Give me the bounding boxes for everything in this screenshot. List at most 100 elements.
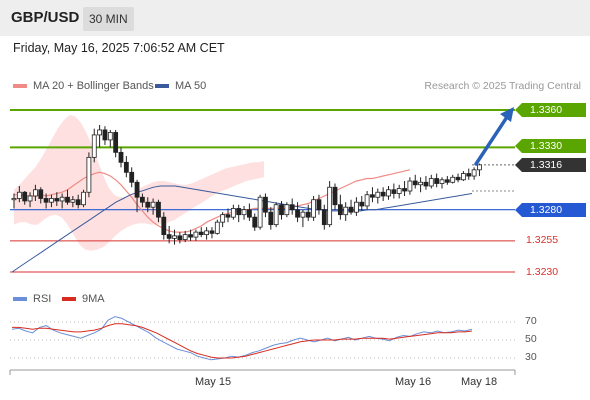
- candle: [97, 124, 102, 148]
- candle: [471, 167, 477, 180]
- candle-body: [123, 161, 129, 173]
- candle: [353, 197, 359, 216]
- candle-body: [11, 198, 17, 201]
- candle: [444, 176, 450, 185]
- candle-body: [204, 230, 210, 236]
- candle: [102, 126, 108, 145]
- candle: [407, 177, 413, 195]
- candle: [284, 202, 290, 218]
- candle: [145, 197, 151, 213]
- candle: [177, 232, 183, 244]
- candle: [359, 195, 365, 211]
- candle-body: [423, 181, 429, 187]
- legend-rsi-ma: 9MA: [62, 293, 105, 305]
- candle: [375, 188, 381, 204]
- candle: [450, 174, 456, 184]
- candle: [230, 204, 236, 220]
- candle-body: [22, 191, 28, 202]
- candle-body: [177, 235, 183, 241]
- candle: [289, 198, 295, 215]
- forecast-arrow-head: [500, 107, 514, 122]
- candle-body: [86, 156, 92, 193]
- candle: [343, 202, 349, 221]
- candle-body: [343, 206, 349, 216]
- candle-body: [412, 180, 418, 186]
- candle-body: [295, 209, 300, 218]
- candle-body: [359, 201, 365, 207]
- candles: [11, 107, 514, 245]
- research-credit: Research © 2025 Trading Central: [424, 80, 581, 92]
- candle: [123, 156, 129, 178]
- rsi-ma-label: 9MA: [82, 293, 105, 305]
- candle-body: [97, 129, 102, 136]
- candle-body: [70, 199, 76, 203]
- rsi-swatch: [13, 297, 27, 301]
- candle-body: [268, 211, 274, 226]
- candle: [156, 199, 161, 223]
- candle-body: [75, 199, 81, 206]
- candle-body: [321, 209, 327, 226]
- candle: [477, 163, 482, 177]
- ma20-swatch: [13, 84, 27, 88]
- ma50-label: MA 50: [175, 80, 207, 92]
- candle-body: [263, 196, 268, 213]
- candle-body: [49, 198, 54, 203]
- candle: [412, 174, 418, 189]
- candle-body: [27, 195, 33, 202]
- candle: [38, 187, 44, 204]
- candle-body: [91, 134, 97, 158]
- candle: [460, 171, 466, 182]
- last-price-tag-arrow: [515, 158, 522, 172]
- s2-label: 1.3230: [526, 266, 559, 278]
- candle: [16, 186, 22, 203]
- candle: [434, 173, 440, 188]
- candle-body: [316, 199, 322, 211]
- candle-body: [113, 132, 119, 153]
- candle: [166, 225, 172, 244]
- rsi-tick-70: 70: [525, 315, 537, 327]
- bollinger-band-area: [14, 115, 264, 251]
- candle: [311, 195, 317, 221]
- candle-body: [54, 198, 60, 202]
- rsi-line: [11, 316, 473, 361]
- candle: [220, 212, 226, 228]
- candle-body: [386, 189, 391, 197]
- candle: [337, 194, 343, 220]
- candle: [380, 187, 386, 201]
- candle-body: [348, 206, 354, 213]
- candle-body: [477, 164, 482, 171]
- candle: [300, 209, 306, 228]
- candle-body: [33, 189, 38, 197]
- candle-body: [65, 196, 70, 203]
- candle-body: [246, 209, 252, 218]
- candle-body: [257, 196, 263, 228]
- candle-body: [380, 191, 386, 197]
- candle: [54, 192, 60, 206]
- candle-body: [209, 230, 215, 234]
- candle-body: [450, 176, 456, 183]
- candle: [113, 129, 119, 158]
- candle-body: [166, 234, 172, 239]
- candle-body: [284, 204, 290, 216]
- candle-body: [279, 204, 284, 216]
- candle: [364, 191, 370, 210]
- x-label-may16: May 16: [395, 376, 432, 388]
- candle-body: [59, 196, 65, 202]
- candle: [370, 187, 375, 203]
- candle-body: [455, 176, 461, 181]
- candle-body: [193, 231, 199, 238]
- candle-body: [439, 179, 445, 184]
- candle: [129, 167, 135, 188]
- candle-body: [198, 231, 204, 236]
- candle: [65, 189, 70, 205]
- candle-body: [156, 201, 161, 218]
- rsi-tick-50: 50: [525, 333, 537, 345]
- candle: [161, 212, 167, 240]
- timeframe-button[interactable]: 30 MIN: [83, 7, 134, 31]
- candle-body: [364, 194, 370, 207]
- candle: [139, 193, 145, 208]
- candle: [22, 191, 28, 205]
- candle-body: [236, 208, 242, 216]
- x-label-may18: May 18: [461, 376, 498, 388]
- candle: [107, 129, 113, 148]
